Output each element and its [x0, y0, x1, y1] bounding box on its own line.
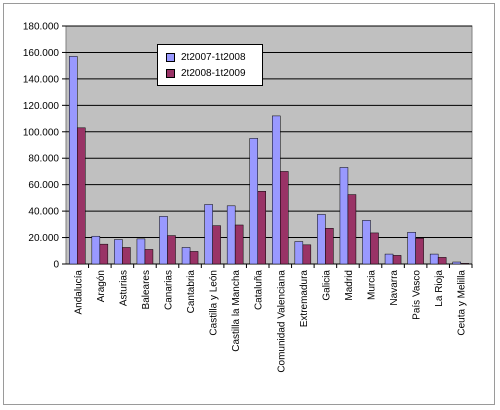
bar-series-1: [249, 138, 258, 265]
y-tick-label: 0: [53, 260, 59, 271]
x-tick-label: Murcia: [367, 270, 378, 300]
bar-series-2: [437, 257, 447, 265]
legend-swatch-series-1: [166, 52, 175, 62]
x-tick-label: País Vasco: [412, 270, 423, 320]
bar-series-1: [384, 253, 394, 265]
bar-series-1: [181, 247, 191, 265]
bar-series-1: [136, 238, 146, 265]
bar-series-2: [325, 228, 334, 265]
bar-series-2: [302, 244, 312, 265]
bar-series-2: [167, 235, 176, 265]
bar-series-1: [317, 214, 326, 265]
legend-item-series-1: 2t2007-1t2008: [166, 51, 246, 65]
bars: [69, 56, 469, 265]
bar-series-2: [280, 171, 289, 265]
y-tick-labels: 0 20.000 40.000 60.000 80.000 100.000 120.000 1…: [23, 22, 66, 271]
legend: 2t2007-1t2008 2t2008-1t2009: [157, 44, 263, 86]
bar-series-1: [69, 56, 78, 265]
x-tick-label: Aragón: [96, 270, 107, 302]
x-tick-label: Madrid: [344, 270, 355, 301]
bar-series-1: [272, 115, 281, 265]
x-tick-label: Extremadura: [299, 270, 310, 328]
y-tick-label: 140.000: [23, 74, 60, 85]
bar-series-2: [122, 247, 131, 265]
x-tick-label: Asturias: [118, 270, 129, 306]
x-tick-label: Castilla la Mancha: [231, 270, 242, 352]
bar-series-2: [370, 232, 379, 265]
y-tick-label: 160.000: [23, 48, 60, 59]
x-tick-label: Navarra: [389, 270, 400, 306]
bar-series-1: [226, 205, 236, 265]
x-tick-label: Comunidad Valenciana: [276, 270, 287, 373]
x-tick-label: Ceuta y Melilla: [457, 270, 468, 336]
legend-item-series-2: 2t2008-1t2009: [166, 67, 246, 81]
bar-series-2: [234, 224, 244, 265]
x-tick-label: Cantabria: [186, 270, 197, 314]
y-tick-label: 80.000: [28, 154, 59, 165]
bar-series-2: [212, 225, 221, 265]
bar-series-1: [339, 167, 349, 265]
bar-series-2: [257, 191, 266, 265]
x-tick-label: La Rioja: [434, 270, 445, 307]
bar-series-2: [77, 127, 86, 265]
bar-series-2: [460, 263, 469, 265]
y-tick-label: 60.000: [28, 180, 59, 191]
x-tick-label: Baleares: [141, 270, 152, 309]
x-tick-labels: Andalucía Aragón Asturias Baleares Canarias C…: [73, 264, 473, 373]
bar-series-1: [407, 232, 416, 265]
bar-series-2: [144, 249, 154, 265]
bar-series-1: [159, 216, 168, 265]
y-tick-label: 40.000: [28, 207, 59, 218]
legend-swatch-series-2: [166, 68, 175, 78]
x-tick-label: Galicia: [321, 270, 332, 301]
y-tick-label: 100.000: [23, 127, 60, 138]
bar-series-1: [204, 204, 213, 265]
bar-series-2: [347, 194, 357, 265]
y-tick-label: 20.000: [28, 233, 59, 244]
bar-series-1: [91, 235, 101, 265]
x-tick-label: Canarias: [164, 270, 175, 310]
bar-series-2: [99, 243, 109, 265]
x-tick-label: Castilla y León: [209, 270, 220, 336]
legend-label-series-2: 2t2008-1t2009: [181, 68, 246, 79]
bar-series-2: [392, 255, 402, 265]
y-tick-label: 120.000: [23, 101, 60, 112]
bar-series-2: [415, 237, 424, 265]
bar-series-1: [362, 220, 371, 265]
y-tick-label: 180.000: [23, 22, 60, 33]
legend-label-series-1: 2t2007-1t2008: [181, 52, 246, 63]
bar-series-1: [429, 253, 439, 265]
bar-series-1: [452, 261, 461, 265]
x-tick-label: Cataluña: [254, 270, 265, 310]
plot-area: [65, 25, 473, 265]
bar-series-1: [114, 239, 123, 265]
bar-series-2: [189, 251, 199, 265]
bar-series-1: [294, 241, 304, 265]
x-tick-label: Andalucía: [73, 270, 84, 315]
